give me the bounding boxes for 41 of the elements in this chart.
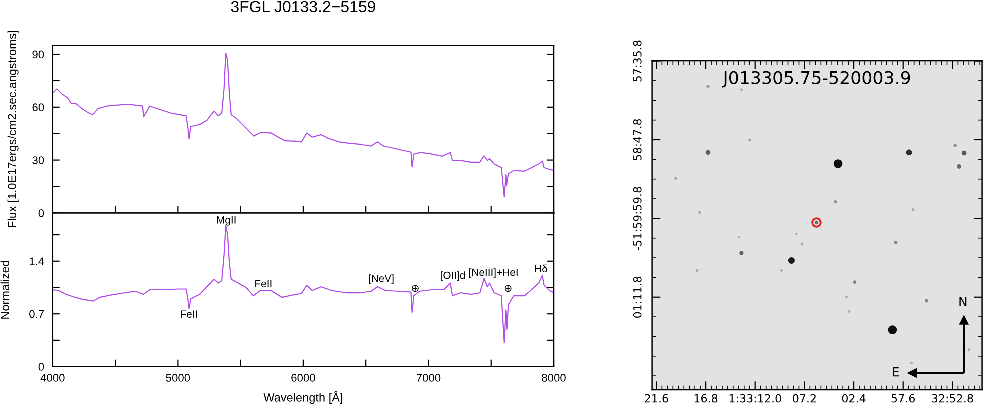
category-label: -51:59:59.8 xyxy=(633,187,642,250)
x-tick-label: 8000 xyxy=(542,374,566,382)
category-label: 58:47.8 xyxy=(633,119,642,160)
annotation: [NeIII]+HeI xyxy=(469,268,518,278)
annotation: [OII]d xyxy=(441,272,466,282)
chart-title: 3FGL J0133.2−5159 xyxy=(231,1,376,13)
annotation: ⊕ xyxy=(504,285,512,292)
category-label: 02.4 xyxy=(842,394,866,403)
category-label: 32:52.8 xyxy=(932,394,974,403)
category-label: 01:11.8 xyxy=(633,276,642,318)
y-axis-title: Flux [1.0E17ergs/cm2.sec.angstroms] xyxy=(8,31,19,228)
annotation: FeII xyxy=(256,280,272,288)
x-tick-label: 4000 xyxy=(40,374,65,382)
y-tick-label: 0 xyxy=(38,209,44,218)
annotation: [NeV] xyxy=(369,274,394,284)
x-tick-label: 7000 xyxy=(416,374,441,382)
y-tick-label: 30 xyxy=(32,156,44,164)
text: N xyxy=(960,297,967,306)
y-axis-title: Normalized xyxy=(0,260,10,319)
annotation: MgII xyxy=(217,216,236,226)
y-tick-label: 90 xyxy=(32,50,44,59)
text: E xyxy=(893,368,899,377)
text: J013305.75-520003.9 xyxy=(722,71,910,88)
x-tick-label: 6000 xyxy=(292,374,316,382)
category-label: 21.6 xyxy=(645,394,668,403)
y-tick-label: 1.4 xyxy=(30,258,44,266)
category-label: 07.2 xyxy=(793,394,816,403)
annotation: Hδ xyxy=(535,264,548,273)
y-tick-label: 0 xyxy=(38,363,44,371)
line-series xyxy=(52,225,554,344)
x-axis-title: Wavelength [Å] xyxy=(264,391,342,404)
y-tick-label: 0.7 xyxy=(30,310,44,318)
category-label: 1:33:12.0 xyxy=(730,394,782,403)
category-label: 57.6 xyxy=(892,394,916,403)
x-tick-label: 5000 xyxy=(166,374,190,382)
annotation: ⊕ xyxy=(412,285,419,292)
line-series xyxy=(52,52,554,198)
category-label: 16.8 xyxy=(694,394,718,403)
y-tick-label: 60 xyxy=(32,104,44,112)
category-label: 57:35.8 xyxy=(633,40,642,82)
annotation: FeII xyxy=(181,310,198,318)
